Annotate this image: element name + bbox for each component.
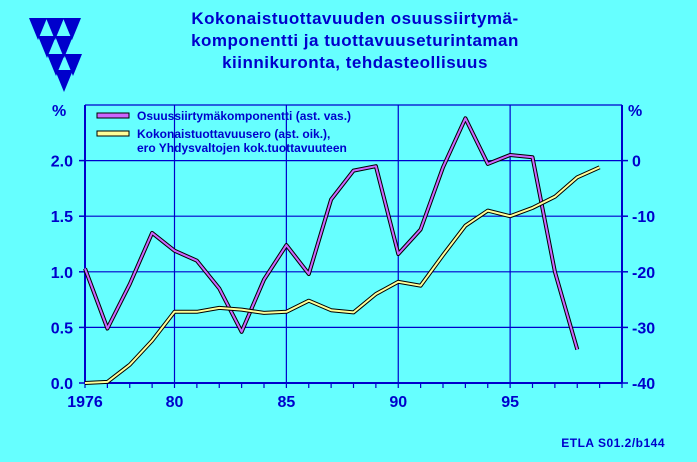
etla-logo: [29, 18, 82, 92]
title-line-3: kiinnikuronta, tehdasteollisuus: [222, 53, 488, 72]
logo-triangle: [55, 36, 73, 58]
right-tick-label: -10: [632, 209, 655, 226]
left-tick-label: 1.0: [51, 265, 73, 282]
series-1-line: [84, 117, 579, 350]
left-tick-label: 2.0: [51, 154, 73, 171]
legend-label-2: Kokonaistuottavuusero (ast. oik.),: [137, 127, 330, 141]
right-axis-ticks: -40 -30 -20 -10 0%: [622, 103, 655, 393]
logo-triangle: [29, 18, 47, 40]
x-tick-label: 95: [501, 394, 519, 411]
right-tick-label: -20: [632, 265, 655, 282]
right-axis-unit: %: [628, 103, 642, 120]
series-2-outline: [84, 165, 601, 385]
series-2-line: [84, 166, 601, 384]
legend-label-2: ero Yhdysvaltojen kok.tuottavuuteen: [137, 141, 347, 155]
source-label: ETLA S01.2/b144: [561, 436, 665, 450]
right-tick-label: -40: [632, 376, 655, 393]
logo-triangle: [64, 54, 82, 76]
left-tick-label: 0.5: [51, 320, 73, 337]
logo-triangle: [46, 18, 64, 40]
x-axis-ticks: 1976 80 85 90 95: [67, 383, 623, 411]
chart-title: Kokonaistuottavuuden osuussiirtymä- komp…: [110, 8, 600, 74]
legend-swatch-2: [96, 130, 130, 137]
x-tick-label: 80: [166, 394, 184, 411]
title-line-2: komponentti ja tuottavuuseturintaman: [191, 31, 519, 50]
series-lines: [83, 116, 601, 385]
legend-label-1: Osuussiirtymäkomponentti (ast. vas.): [137, 109, 351, 123]
title-line-1: Kokonaistuottavuuden osuussiirtymä-: [191, 9, 519, 28]
logo-triangle: [55, 70, 73, 92]
logo-triangle: [38, 36, 56, 58]
x-tick-label: 90: [389, 394, 407, 411]
right-tick-label: 0: [632, 154, 641, 171]
left-axis-ticks: 0.0 0.5 1.0 1.5 2.0%: [51, 103, 85, 393]
x-tick-label: 1976: [67, 394, 103, 411]
logo-triangle: [63, 18, 81, 40]
left-tick-label: 1.5: [51, 209, 73, 226]
left-tick-label: 0.0: [51, 376, 73, 393]
legend: Osuussiirtymäkomponentti (ast. vas.) Koko…: [96, 109, 351, 155]
logo-triangle: [47, 54, 65, 76]
left-axis-unit: %: [52, 103, 66, 120]
x-tick-label: 85: [277, 394, 295, 411]
right-tick-label: -30: [632, 320, 655, 337]
legend-swatch-1: [96, 112, 130, 119]
